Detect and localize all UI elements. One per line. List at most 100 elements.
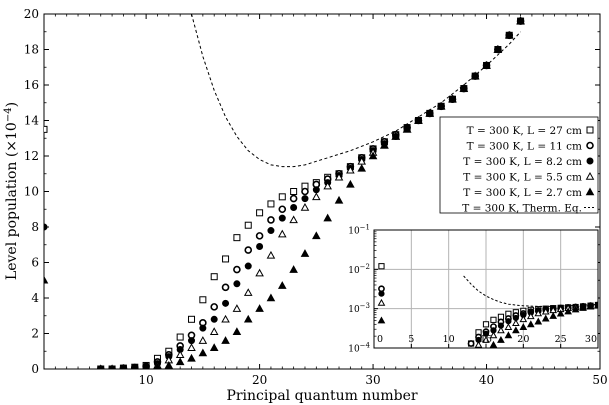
legend-label: T = 300 K, L = 27 cm [467,125,582,137]
data-point [198,348,208,357]
data-point [143,363,150,369]
inset-data-point [512,326,520,334]
inset-data-point [526,320,535,328]
data-point [176,333,184,341]
data-point [277,281,287,289]
data-point [516,16,525,25]
data-point [290,188,298,195]
data-point [187,353,196,362]
data-point [266,250,276,259]
data-point [267,227,275,235]
data-point [209,343,219,351]
data-point [300,202,310,211]
data-point [277,229,287,238]
data-point [289,265,298,273]
y-axis-label-close: ) [4,102,20,107]
inset-data-point [489,340,498,348]
data-point [278,205,287,214]
inset-data-point [504,331,513,339]
data-point [210,303,219,311]
y-tick-label: 18 [24,43,39,57]
data-point [98,364,104,369]
data-point [244,246,253,254]
data-point [221,336,230,344]
x-tick-label: 40 [479,373,494,387]
data-point [243,314,253,323]
inset-y-tick-exponent: −4 [360,342,371,350]
x-tick-label: 20 [252,373,267,387]
y-axis-label-exponent: −4 [3,107,14,122]
data-point [267,216,275,224]
data-point [380,140,389,149]
inset-data-point [482,321,490,328]
data-point [312,192,321,201]
data-point [334,172,344,181]
inset-data-point [497,335,505,343]
x-tick-label: 30 [365,373,380,387]
data-point [368,151,378,160]
data-point [470,71,480,80]
inset-data-point [505,318,512,325]
inset-data-point [594,301,598,309]
data-point [312,186,320,194]
legend-label: T = 300 K, L = 8.2 cm [463,156,582,168]
data-point [244,262,252,270]
inset-y-tick-base: 10 [348,227,360,237]
data-point [109,364,115,369]
y-tick-label: 20 [24,7,39,21]
data-point [323,213,332,222]
data-point [425,108,435,117]
inset-data-point [377,298,386,306]
data-point [243,288,253,296]
inset-y-tick-exponent: −3 [360,302,370,310]
x-tick-label: 10 [138,373,153,387]
data-point [131,363,138,369]
y-tick-label: 2 [31,327,39,341]
y-axis-label-main: Level population (×10 [4,122,20,280]
inset-data-point [541,307,550,315]
data-point [199,324,207,332]
inset-x-tick-label: 0 [377,334,383,345]
inset-data-point [549,312,558,319]
data-point [312,231,321,240]
data-point [334,195,344,204]
inset-x-tick-label: 5 [408,334,414,345]
inset-y-tick-base: 10 [348,345,360,355]
data-point [414,116,423,124]
inset-data-point [579,303,587,311]
inset-data-point [504,323,513,330]
legend: T = 300 K, L = 27 cm T = 300 K, L = 11 cm… [439,116,599,215]
legend-box [439,116,599,214]
data-point [233,280,241,288]
inset-data-point [378,263,385,270]
inset-data-point [467,340,475,347]
inset-x-tick-label: 30 [585,334,597,345]
legend-label: T = 300 K, L = 11 cm [467,141,582,153]
inset-data-point [586,302,595,310]
y-tick-label: 12 [24,149,39,163]
data-point [198,336,208,344]
inset-data-point [378,290,385,297]
inset-data-point [490,316,497,323]
data-point [221,283,230,292]
inset-y-tick-base: 10 [348,266,360,276]
legend-swatch [586,141,594,150]
y-tick-label: 16 [24,78,39,92]
data-point [44,275,49,284]
data-point [188,337,196,345]
data-point [323,181,332,190]
inset-data-point [534,309,543,317]
y-tick-label: 4 [31,291,39,305]
data-point [120,364,127,369]
main-series-layer [44,14,525,369]
inset-data-point [497,326,505,334]
legend-swatch [586,126,594,134]
data-point [493,45,503,53]
inset-data-point [519,315,528,323]
inset-data-point [556,309,565,317]
data-point [44,223,48,231]
inset-data-point [482,335,490,343]
